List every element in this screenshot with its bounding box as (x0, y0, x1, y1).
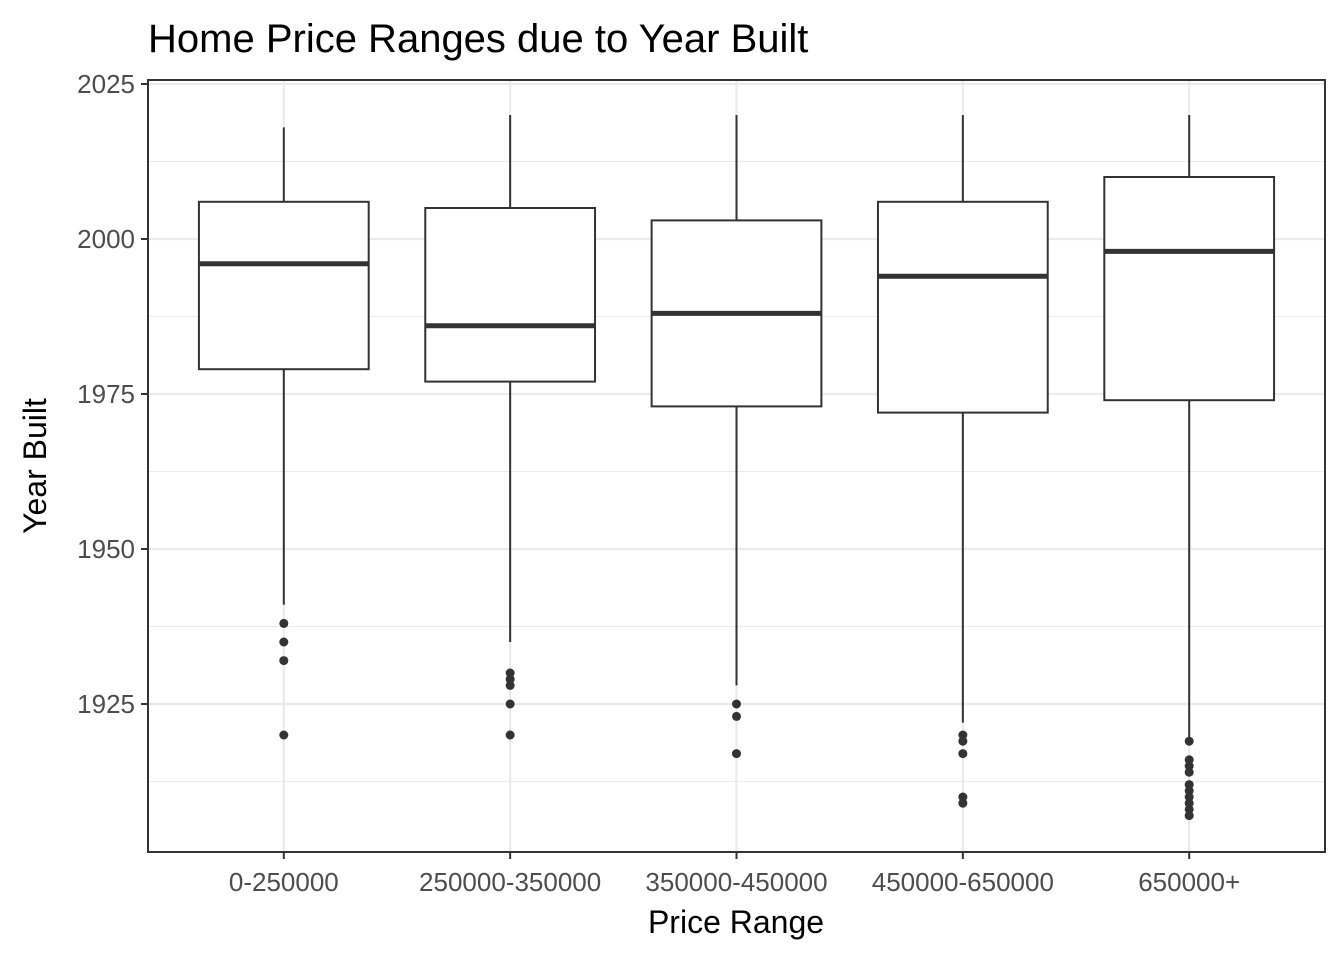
outlier-point (505, 680, 515, 690)
outlier-point (958, 730, 968, 740)
axes-layer: 1925 1950 1975 2000 2025 0-250000 250000-35000… (77, 69, 1240, 897)
x-tick-label-3: 450000-650000 (872, 867, 1054, 897)
x-tick-label-4: 650000+ (1138, 867, 1240, 897)
iqr-box (197, 200, 370, 371)
iqr-box (424, 207, 597, 383)
outlier-point (1184, 755, 1194, 765)
outlier-point (732, 711, 741, 721)
outlier-point (732, 699, 741, 709)
y-tick-label-0: 1925 (77, 689, 135, 719)
outlier-point (1184, 786, 1194, 796)
outlier-point (1184, 811, 1194, 821)
outlier-point (1184, 804, 1194, 814)
y-tick-label-2: 1975 (77, 379, 135, 409)
outlier-point (1184, 792, 1194, 802)
outlier-point (279, 637, 289, 647)
outlier-point (732, 749, 741, 759)
x-tick-label-0: 0-250000 (229, 867, 339, 897)
boxes-layer (197, 115, 1276, 821)
outlier-point (1184, 798, 1194, 808)
outlier-point (1184, 767, 1194, 777)
y-tick-label-3: 2000 (77, 224, 135, 254)
x-axis-title: Price Range (648, 904, 824, 940)
outlier-point (505, 668, 515, 678)
outlier-point (958, 792, 968, 802)
outlier-point (505, 730, 515, 740)
outlier-point (505, 674, 515, 684)
x-tick-label-1: 250000-350000 (419, 867, 601, 897)
box-group-1 (424, 115, 597, 740)
outlier-point (958, 749, 968, 759)
chart-title: Home Price Ranges due to Year Built (148, 17, 808, 61)
outlier-point (279, 656, 289, 666)
outlier-point (1184, 736, 1194, 746)
outlier-point (279, 618, 289, 628)
y-tick-label-1: 1950 (77, 534, 135, 564)
iqr-box (1103, 176, 1276, 402)
outlier-point (958, 798, 968, 808)
x-tick-label-2: 350000-450000 (645, 867, 827, 897)
box-group-4 (1103, 115, 1276, 821)
y-axis-title: Year Built (17, 398, 53, 534)
box-group-2 (650, 115, 823, 759)
outlier-point (958, 736, 968, 746)
outlier-point (1184, 761, 1194, 771)
outlier-point (279, 730, 289, 740)
outlier-point (1184, 780, 1194, 790)
y-tick-label-4: 2025 (77, 69, 135, 99)
box-group-3 (876, 115, 1049, 808)
box-group-0 (197, 127, 370, 740)
iqr-box (876, 200, 1049, 414)
outlier-point (505, 699, 515, 709)
